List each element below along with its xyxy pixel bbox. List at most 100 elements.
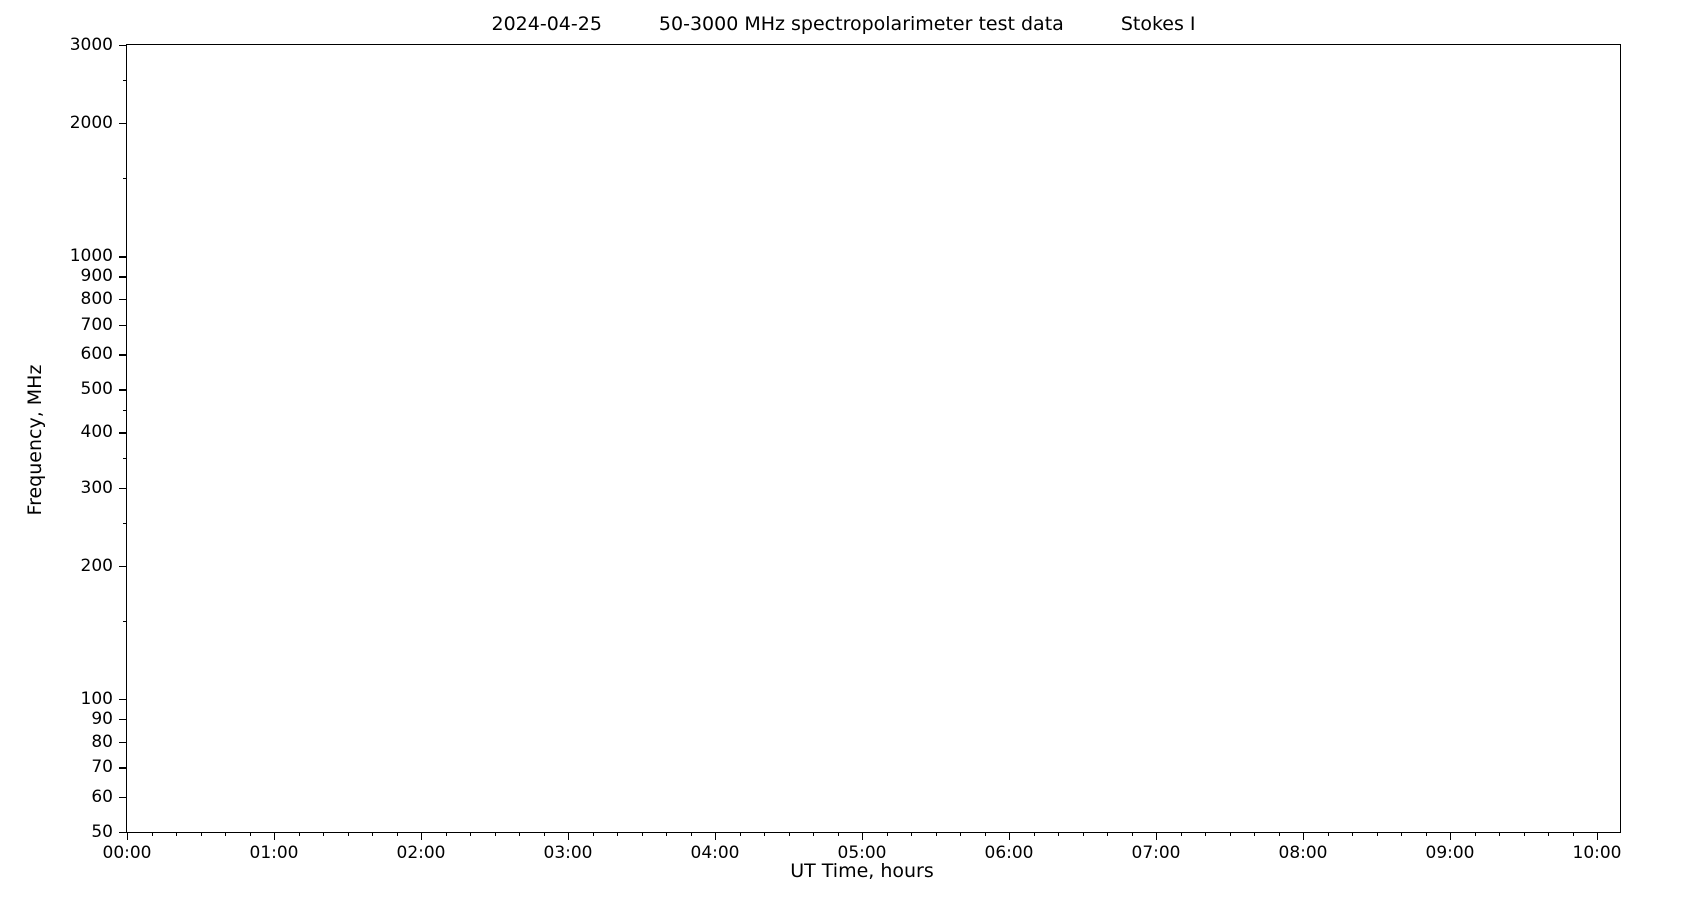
y-major-tick — [119, 698, 127, 701]
y-minor-tick — [123, 178, 127, 180]
x-minor-tick — [1058, 832, 1059, 836]
x-minor-tick — [837, 832, 839, 836]
x-minor-tick — [470, 832, 471, 836]
figure-title: 2024-04-25 50-3000 MHz spectropolarimete… — [0, 13, 1687, 35]
x-minor-tick — [1523, 832, 1525, 836]
y-tick-label: 900 — [80, 266, 113, 287]
x-minor-tick — [1425, 832, 1427, 836]
y-tick-label: 800 — [80, 289, 113, 310]
title-date: 2024-04-25 — [491, 13, 602, 35]
y-minor-tick — [123, 409, 127, 411]
x-minor-tick — [1572, 832, 1574, 836]
y-major-tick — [119, 276, 127, 278]
plot-frame — [126, 44, 1621, 833]
y-minor-tick — [123, 522, 127, 524]
x-minor-tick — [788, 832, 790, 836]
y-tick-label: 100 — [80, 688, 113, 709]
y-major-tick — [119, 487, 127, 489]
x-minor-tick — [1327, 832, 1329, 836]
y-major-tick — [119, 719, 127, 721]
x-minor-tick — [445, 832, 447, 836]
y-major-tick — [119, 122, 127, 125]
x-minor-tick — [1474, 832, 1476, 836]
y-major-tick — [119, 565, 127, 567]
y-minor-tick — [123, 620, 127, 622]
x-major-tick — [1450, 832, 1452, 840]
y-tick-label: 2000 — [69, 112, 113, 133]
x-minor-tick — [176, 832, 177, 836]
y-major-tick — [119, 389, 127, 391]
x-major-tick — [1009, 832, 1011, 840]
x-minor-tick — [519, 832, 520, 836]
x-major-tick — [715, 832, 717, 840]
x-minor-tick — [151, 832, 153, 836]
x-minor-tick — [1082, 832, 1084, 836]
y-tick-label: 500 — [80, 379, 113, 400]
y-major-tick — [119, 741, 127, 744]
x-minor-tick — [911, 832, 912, 836]
x-minor-tick — [1376, 832, 1378, 836]
x-major-tick — [1303, 832, 1305, 840]
y-tick-label: 300 — [80, 477, 113, 498]
x-minor-tick — [1254, 832, 1255, 836]
x-tick-label: 03:00 — [543, 843, 593, 863]
y-major-tick — [119, 432, 127, 434]
y-major-tick — [119, 45, 127, 47]
x-tick-label: 01:00 — [249, 843, 299, 863]
y-major-tick — [119, 767, 127, 769]
y-tick-label: 50 — [91, 822, 113, 842]
x-minor-tick — [372, 832, 373, 836]
x-tick-label: 04:00 — [690, 843, 740, 863]
y-tick-label: 70 — [91, 757, 113, 778]
y-major-tick — [119, 832, 127, 834]
x-minor-tick — [592, 832, 594, 836]
x-major-tick — [862, 832, 864, 840]
x-major-tick — [568, 832, 570, 840]
x-tick-label: 09:00 — [1425, 843, 1475, 863]
x-minor-tick — [1401, 832, 1402, 836]
x-axis-label: UT Time, hours — [790, 860, 934, 882]
x-minor-tick — [1278, 832, 1280, 836]
x-minor-tick — [323, 832, 324, 836]
x-minor-tick — [1548, 832, 1549, 836]
x-minor-tick — [764, 832, 765, 836]
y-tick-label: 400 — [80, 422, 113, 443]
x-minor-tick — [960, 832, 961, 836]
x-minor-tick — [1131, 832, 1133, 836]
x-minor-tick — [984, 832, 986, 836]
y-tick-label: 60 — [91, 786, 113, 807]
x-minor-tick — [1352, 832, 1353, 836]
y-tick-label: 1000 — [69, 246, 113, 267]
x-minor-tick — [935, 832, 937, 836]
y-tick-label: 80 — [91, 731, 113, 752]
title-main: 50-3000 MHz spectropolarimeter test data — [658, 13, 1064, 35]
x-minor-tick — [690, 832, 692, 836]
x-minor-tick — [641, 832, 643, 836]
y-tick-label: 3000 — [69, 35, 113, 55]
y-minor-tick — [123, 457, 127, 459]
x-major-tick — [1156, 832, 1158, 840]
y-major-tick — [119, 256, 127, 258]
x-minor-tick — [813, 832, 814, 836]
x-minor-tick — [494, 832, 496, 836]
title-stokes: Stokes I — [1120, 13, 1196, 35]
x-minor-tick — [249, 832, 251, 836]
x-minor-tick — [1499, 832, 1500, 836]
x-major-tick — [274, 832, 276, 840]
x-minor-tick — [1229, 832, 1231, 836]
x-minor-tick — [1033, 832, 1035, 836]
x-minor-tick — [1205, 832, 1206, 836]
x-minor-tick — [543, 832, 545, 836]
x-minor-tick — [666, 832, 667, 836]
x-tick-label: 05:00 — [837, 843, 887, 863]
x-minor-tick — [396, 832, 398, 836]
y-major-tick — [119, 354, 127, 356]
x-tick-label: 02:00 — [396, 843, 446, 863]
x-major-tick — [421, 832, 423, 840]
x-tick-label: 07:00 — [1131, 843, 1181, 863]
x-minor-tick — [347, 832, 349, 836]
x-major-tick — [127, 832, 129, 840]
x-minor-tick — [225, 832, 226, 836]
y-major-tick — [119, 299, 127, 301]
